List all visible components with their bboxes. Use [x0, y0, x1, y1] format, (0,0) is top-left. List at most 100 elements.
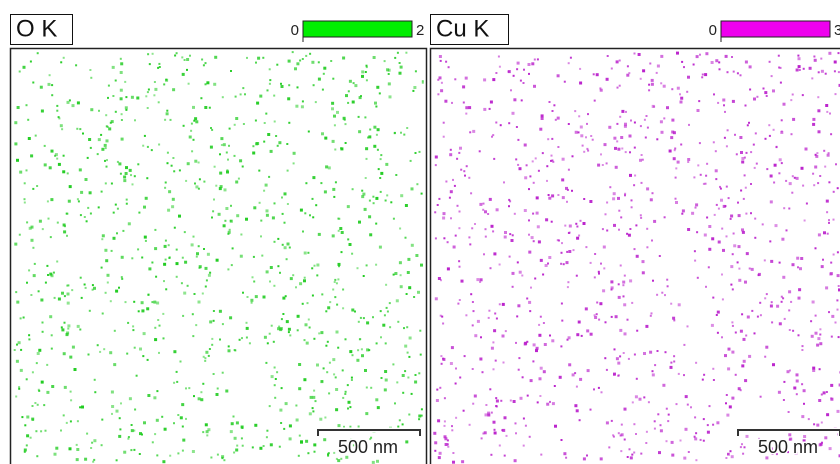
signal-dot: [737, 245, 741, 249]
signal-dot: [772, 128, 775, 131]
signal-dot: [489, 388, 492, 391]
signal-dot: [349, 406, 352, 409]
signal-dot: [312, 395, 316, 399]
signal-dot: [451, 101, 453, 104]
signal-dot: [675, 201, 678, 204]
signal-dot: [406, 326, 409, 329]
signal-dot: [829, 272, 833, 276]
signal-dot: [711, 237, 715, 241]
signal-dot: [80, 190, 84, 194]
signal-dot: [575, 222, 578, 225]
signal-dot: [406, 271, 410, 274]
signal-dot: [313, 264, 316, 267]
signal-dot: [547, 138, 550, 141]
signal-dot: [586, 329, 590, 333]
signal-dot: [535, 211, 539, 215]
signal-dot: [744, 186, 747, 189]
signal-dot: [765, 345, 769, 349]
signal-dot: [28, 269, 31, 272]
signal-dot: [109, 351, 113, 355]
signal-dot: [155, 418, 159, 422]
signal-dot: [814, 331, 818, 335]
signal-dot: [639, 125, 642, 128]
signal-dot: [222, 224, 226, 228]
signal-dot: [338, 265, 340, 268]
signal-dot: [500, 399, 503, 402]
signal-dot: [333, 451, 336, 454]
signal-dot: [551, 402, 555, 406]
signal-dot: [335, 408, 339, 412]
signal-dot: [745, 334, 748, 337]
signal-dot: [832, 253, 835, 256]
signal-dot: [69, 390, 72, 393]
signal-dot: [479, 357, 483, 361]
signal-dot: [612, 435, 615, 438]
signal-dot: [693, 435, 696, 438]
signal-dot: [824, 436, 828, 440]
signal-dot: [146, 177, 149, 180]
signal-dot: [631, 401, 634, 404]
signal-dot: [337, 346, 340, 349]
signal-dot: [419, 329, 422, 332]
signal-dot: [327, 306, 331, 310]
signal-dot: [650, 82, 654, 86]
signal-dot: [234, 95, 237, 98]
signal-dot: [362, 317, 365, 320]
signal-dot: [617, 295, 621, 299]
signal-dot: [328, 361, 331, 364]
signal-dot: [803, 219, 806, 222]
signal-dot: [585, 136, 587, 139]
signal-dot: [153, 94, 156, 97]
signal-dot: [802, 184, 805, 187]
signal-dot: [698, 142, 701, 145]
signal-dot: [540, 453, 543, 456]
signal-dot: [257, 56, 261, 60]
signal-dot: [394, 402, 396, 405]
signal-dot: [202, 382, 205, 385]
signal-dot: [434, 441, 438, 445]
signal-dot: [492, 341, 495, 344]
signal-dot: [683, 374, 685, 377]
signal-dot: [207, 273, 211, 277]
signal-dot: [625, 110, 627, 113]
signal-dot: [446, 267, 450, 271]
signal-dot: [147, 88, 150, 91]
signal-dot: [399, 65, 403, 69]
signal-dot: [577, 131, 580, 134]
signal-dot: [281, 212, 284, 215]
signal-dot: [516, 315, 519, 318]
signal-dot: [154, 338, 158, 342]
signal-dot: [36, 352, 40, 355]
signal-dot: [87, 353, 90, 356]
signal-dot: [791, 93, 794, 96]
colorbar: [302, 20, 413, 38]
element-label-box: [430, 14, 509, 45]
signal-dot: [726, 71, 729, 74]
signal-dot: [838, 83, 840, 87]
signal-dot: [298, 363, 302, 366]
signal-dot: [511, 285, 514, 288]
signal-dot: [127, 222, 131, 226]
signal-dot: [444, 443, 448, 446]
signal-dot: [437, 277, 441, 280]
signal-dot: [202, 431, 205, 434]
signal-dot: [495, 317, 498, 320]
signal-dot: [230, 70, 232, 72]
signal-dot: [86, 156, 89, 159]
signal-dot: [265, 213, 269, 217]
signal-dot: [418, 150, 421, 153]
signal-dot: [365, 64, 368, 67]
signal-dot: [351, 188, 354, 191]
signal-dot: [550, 154, 553, 157]
signal-dot: [764, 91, 768, 95]
signal-dot: [532, 240, 535, 243]
signal-dot: [586, 147, 589, 150]
signal-dot: [598, 318, 601, 321]
signal-dot: [737, 201, 739, 204]
signal-dot: [280, 85, 284, 88]
signal-dot: [155, 275, 158, 278]
signal-dot: [40, 109, 44, 113]
signal-dot: [726, 413, 730, 417]
signal-dot: [514, 422, 517, 425]
signal-dot: [739, 74, 742, 77]
